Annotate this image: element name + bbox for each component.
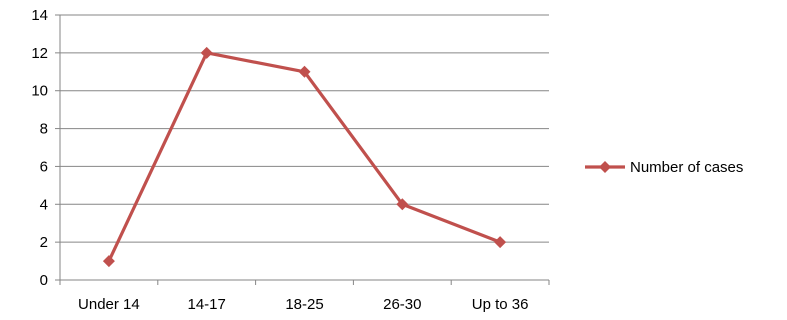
y-tick-label: 12 bbox=[31, 45, 48, 62]
y-tick-label: 6 bbox=[40, 158, 48, 175]
x-tick-label: 18-25 bbox=[285, 296, 323, 313]
y-tick-label: 0 bbox=[40, 272, 48, 289]
data-point bbox=[494, 236, 507, 249]
x-tick-label: Up to 36 bbox=[472, 296, 529, 313]
axes bbox=[59, 15, 549, 281]
series-group bbox=[102, 46, 507, 268]
legend-label: Number of cases bbox=[630, 159, 743, 176]
x-tick-label: Under 14 bbox=[78, 296, 140, 313]
series-line bbox=[107, 51, 502, 263]
legend-marker bbox=[599, 161, 611, 173]
y-tick-label: 8 bbox=[40, 121, 48, 138]
gridlines bbox=[60, 14, 549, 243]
y-tick-label: 2 bbox=[40, 234, 48, 251]
y-tick-label: 4 bbox=[40, 196, 48, 213]
x-tick-label: 26-30 bbox=[383, 296, 421, 313]
x-tick-label: 14-17 bbox=[188, 296, 226, 313]
data-point bbox=[396, 198, 409, 211]
x-axis-ticks: Under 14 14-17 18-25 26-30 Up to 36 bbox=[59, 280, 550, 313]
data-point bbox=[102, 255, 115, 268]
data-point bbox=[200, 46, 213, 59]
y-axis-ticks: 0 2 4 6 8 10 12 14 bbox=[31, 7, 60, 289]
legend: Number of cases bbox=[585, 159, 743, 176]
data-point bbox=[298, 65, 311, 78]
y-tick-label: 10 bbox=[31, 83, 48, 100]
y-tick-label: 14 bbox=[31, 7, 48, 24]
